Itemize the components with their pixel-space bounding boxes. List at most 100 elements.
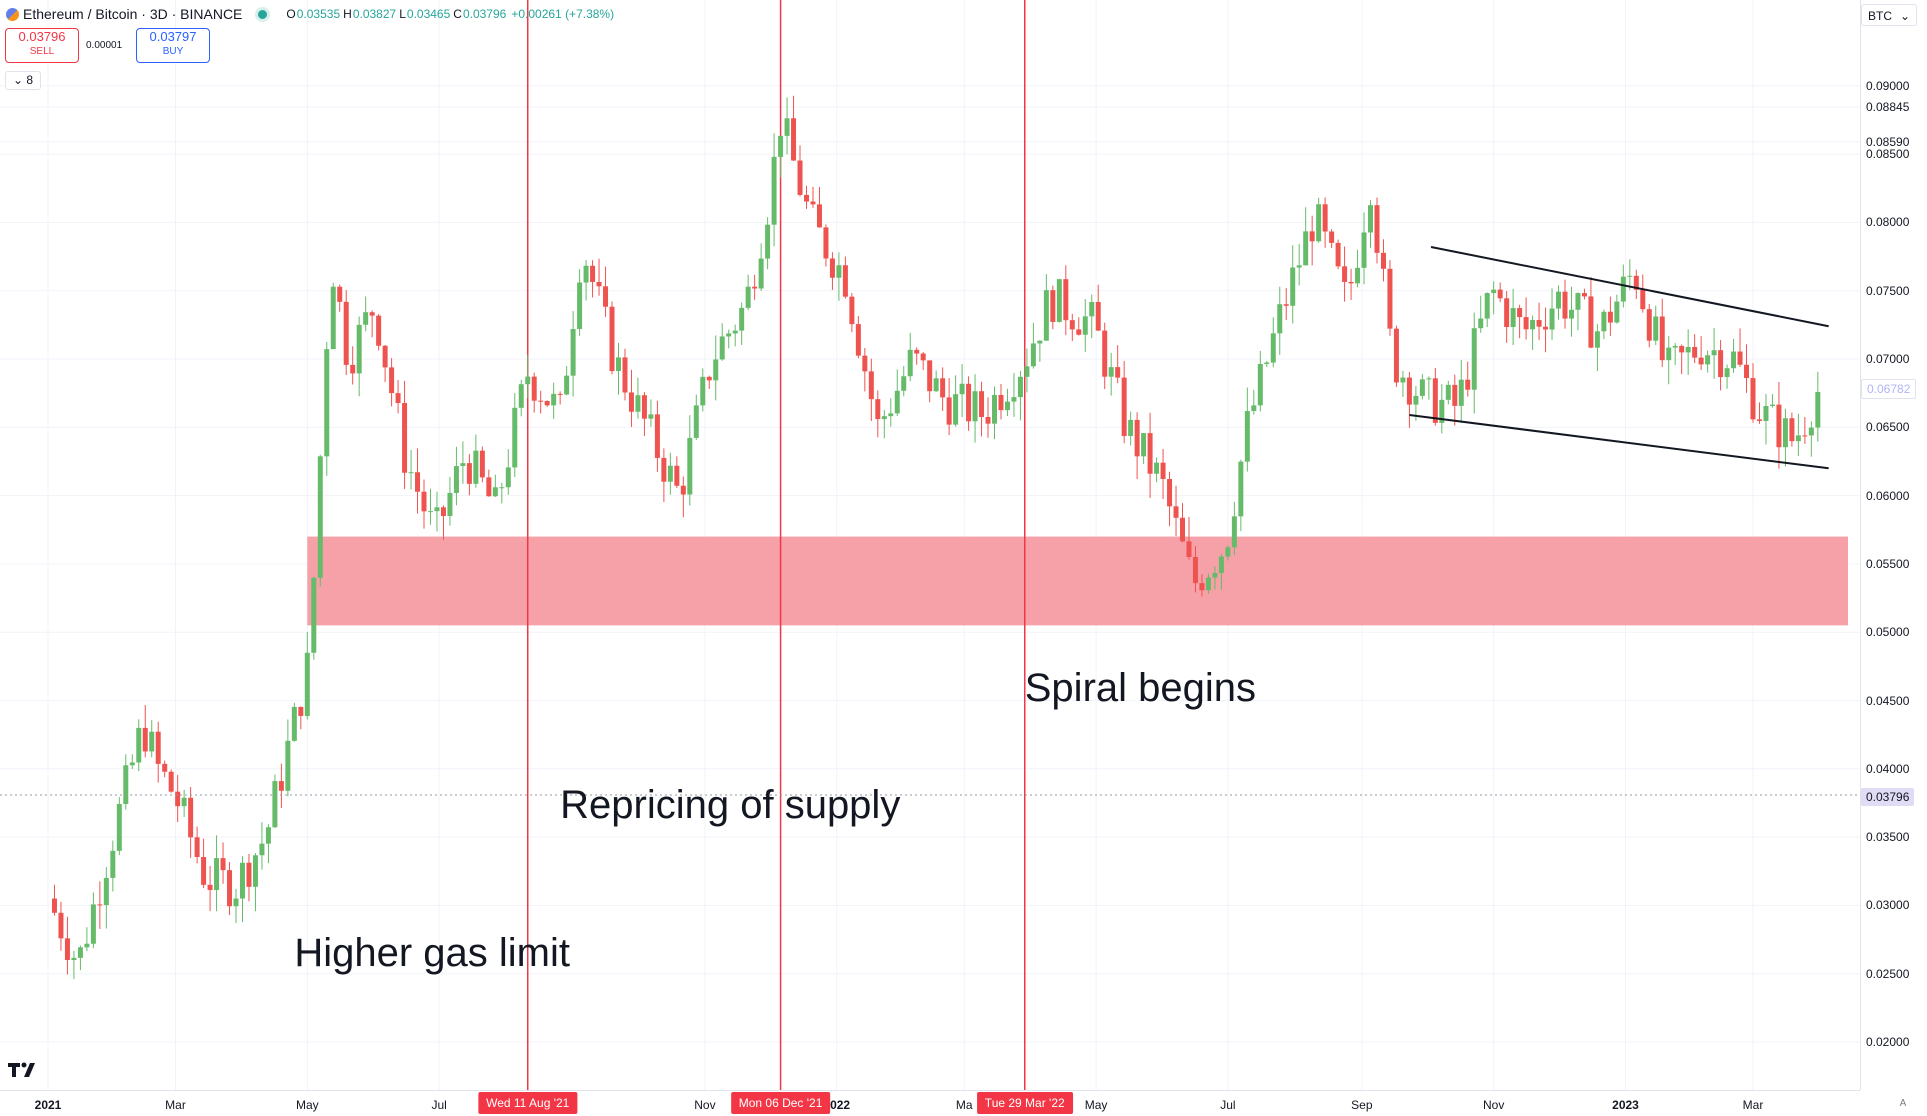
candle-down	[1497, 282, 1503, 303]
candle-down	[1167, 471, 1173, 527]
candle-up	[758, 243, 764, 291]
candle-down	[680, 476, 686, 518]
candle-up	[1024, 348, 1030, 393]
ohlc-low-value: 0.03465	[406, 7, 451, 21]
indicators-collapse-button[interactable]: ⌄ 8	[5, 71, 41, 90]
candle-down	[1374, 197, 1380, 264]
candle-down	[1393, 325, 1399, 387]
trendline	[1409, 414, 1829, 470]
candle-down	[1076, 317, 1082, 336]
candle-down	[661, 448, 667, 503]
candle-down	[440, 505, 446, 540]
candle-up	[1043, 274, 1049, 341]
candle-up	[1614, 294, 1620, 324]
time-tick-label: Jul	[431, 1098, 447, 1112]
candle-up	[1594, 324, 1600, 372]
candle-up	[1400, 370, 1406, 397]
candle-up	[356, 316, 362, 397]
candle-up	[771, 133, 777, 247]
candle-down	[350, 346, 356, 385]
candle-down	[1160, 448, 1166, 500]
candle-down	[486, 469, 492, 497]
spread-value: 0.00001	[86, 40, 123, 51]
candle-up	[1361, 212, 1367, 285]
candle-up	[149, 720, 155, 758]
candle-up	[1439, 384, 1445, 434]
price-chart[interactable]	[0, 0, 1860, 1090]
currency-label: BTC	[1868, 9, 1892, 23]
candle-up	[1277, 286, 1283, 355]
candle-down	[628, 369, 634, 427]
candle-down	[1718, 339, 1724, 391]
price-axis[interactable]	[1860, 0, 1927, 1090]
candle-up	[330, 282, 336, 350]
time-tick-label: Jul	[1220, 1098, 1236, 1112]
candle-up	[745, 274, 751, 311]
candle-down	[1562, 279, 1568, 329]
currency-selector[interactable]: BTC ⌄	[1861, 4, 1917, 26]
candle-up	[71, 950, 77, 980]
candle-up	[1458, 360, 1464, 423]
candle-down	[51, 884, 57, 916]
candle-up	[239, 856, 245, 923]
candle-down	[1698, 336, 1704, 370]
candle-down	[1147, 412, 1153, 498]
chart-annotation[interactable]: Repricing of supply	[560, 783, 901, 828]
candle-up	[1510, 289, 1516, 346]
candle-up	[473, 434, 479, 488]
candle-down	[1633, 269, 1639, 299]
candle-up	[1426, 376, 1432, 400]
candle-down	[1115, 345, 1121, 384]
price-tick-label: 0.08845	[1866, 99, 1910, 114]
auto-scale-button[interactable]: A	[1899, 1098, 1907, 1109]
chart-annotation[interactable]: Spiral begins	[1024, 665, 1256, 710]
time-axis[interactable]	[0, 1090, 1860, 1116]
candle-up	[1808, 421, 1814, 457]
candle-up	[551, 382, 557, 419]
candle-up	[1445, 380, 1451, 405]
candle-down	[162, 760, 168, 778]
candle-down	[1737, 328, 1743, 367]
candle-up	[1056, 278, 1062, 323]
candle-up	[1225, 545, 1231, 561]
candle-up	[907, 332, 913, 382]
symbol-title[interactable]: Ethereum / Bitcoin · 3D · BINANCE	[23, 6, 243, 22]
candle-down	[1180, 503, 1186, 543]
sell-label: SELL	[29, 46, 55, 57]
candle-down	[1335, 239, 1341, 270]
candle-up	[123, 754, 129, 810]
candle-down	[927, 360, 933, 403]
sell-button[interactable]: 0.03796 SELL	[5, 28, 79, 63]
candle-up	[285, 719, 291, 797]
candle-up	[136, 719, 142, 772]
candle-up	[570, 311, 576, 397]
candle-up	[110, 840, 116, 892]
chart-annotation[interactable]: Higher gas limit	[294, 930, 570, 975]
candle-up	[252, 853, 258, 912]
candle-down	[1102, 322, 1108, 390]
candle-down	[1406, 371, 1412, 428]
candle-down	[1192, 546, 1198, 593]
candle-up	[1530, 315, 1536, 350]
candle-down	[155, 721, 161, 783]
candle-down	[622, 348, 628, 401]
candle-down	[389, 358, 395, 407]
candle-down	[1186, 516, 1192, 560]
candle-up	[1037, 340, 1043, 362]
candle-down	[395, 380, 401, 414]
candle-down	[194, 826, 200, 864]
candle-up	[1017, 370, 1023, 421]
candle-up	[1141, 433, 1147, 465]
candle-up	[1264, 360, 1270, 368]
candle-up	[713, 335, 719, 401]
buy-button[interactable]: 0.03797 BUY	[136, 28, 210, 63]
candle-up	[1011, 373, 1017, 417]
candle-down	[1432, 367, 1438, 426]
candle-down	[979, 381, 985, 437]
candle-down	[752, 274, 758, 300]
candle-up	[447, 476, 453, 526]
candle-down	[855, 316, 861, 359]
candle-down	[1329, 229, 1335, 249]
candle-layer	[51, 95, 1821, 980]
candle-down	[1380, 239, 1386, 282]
